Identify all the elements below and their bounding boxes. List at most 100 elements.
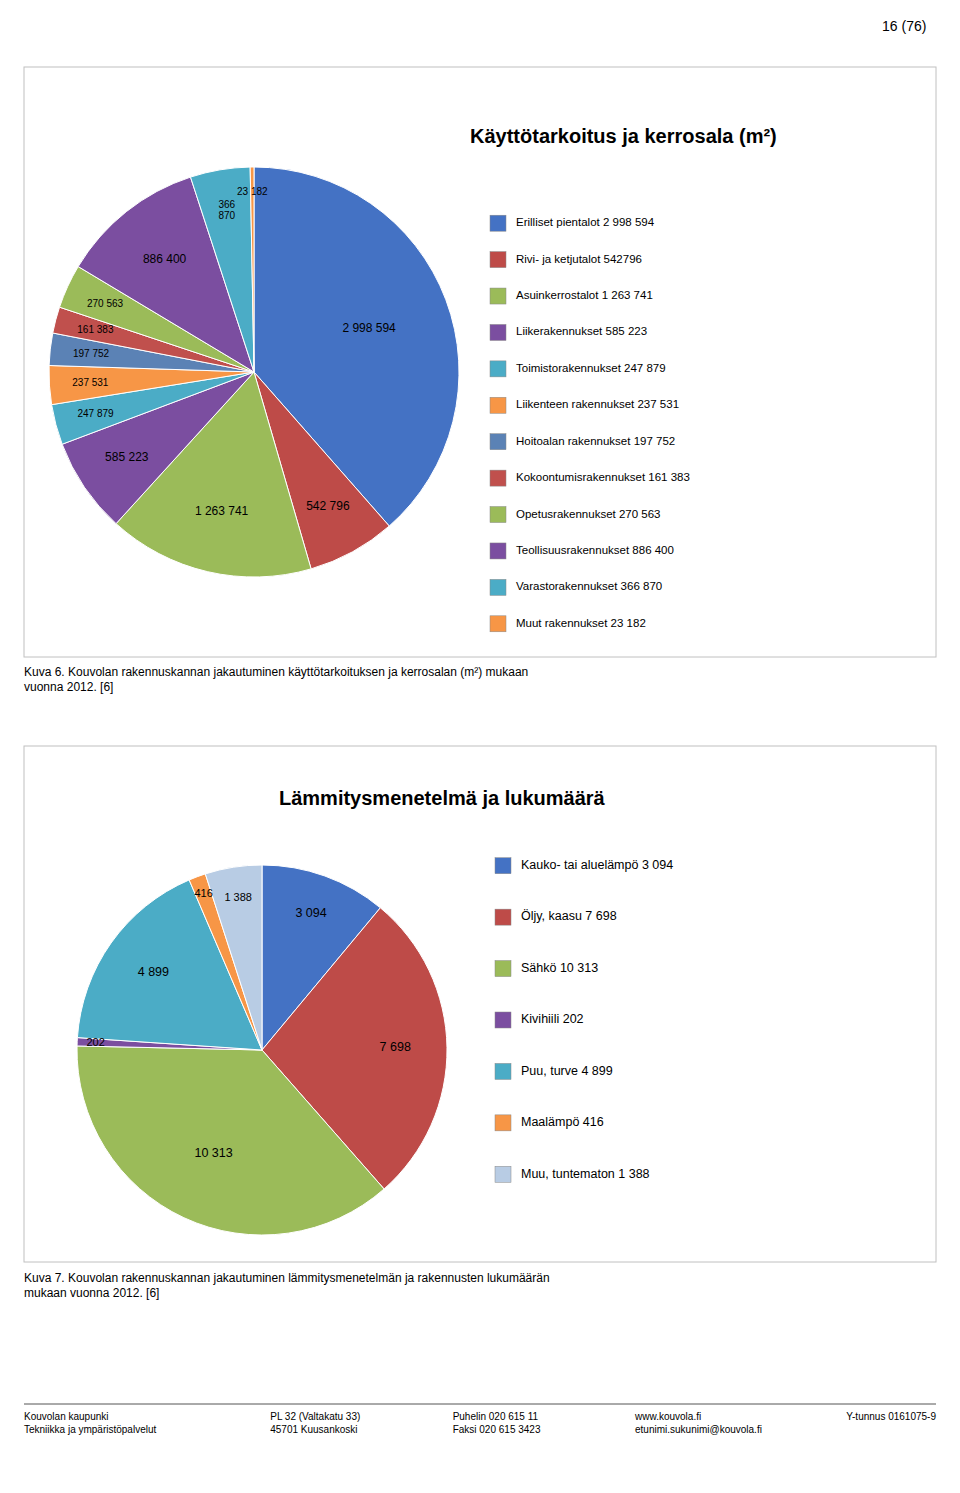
caption: Kuva 7. Kouvolan rakennuskannan jakautum… [24,1271,550,1300]
text-line: 2 998 594 [342,321,396,335]
slice-label: 542 796 [306,499,350,513]
legend-label: Liikerakennukset 585 223 [516,325,647,337]
text-line: 366 [218,198,235,209]
legend-label: Varastorakennukset 366 870 [516,580,662,592]
text-line: Kouvolan kaupunki [24,1411,109,1422]
text-line: 585 223 [105,451,149,465]
slice-label: 1 263 741 [195,504,249,518]
legend-swatch [495,909,511,925]
slice-label: 202 [86,1035,104,1047]
text-line: 197 752 [73,347,110,358]
slice-label: 161 383 [77,324,114,335]
legend-label: Liikenteen rakennukset 237 531 [516,398,679,410]
text-line: 202 [86,1035,104,1047]
panel-border [24,746,936,1262]
text-line: Kuva 7. Kouvolan rakennuskannan jakautum… [24,1271,550,1285]
slice-label: 270 563 [87,297,124,308]
chart-title: Käyttötarkoitus ja kerrosala (m²) [470,125,777,147]
slice-label: 366870 [218,198,235,220]
slice-label: 585 223 [105,451,149,465]
slice-label: 2 998 594 [342,321,396,335]
legend-swatch [490,288,506,304]
slice-label: 237 531 [72,376,109,387]
legend-swatch [495,1012,511,1028]
legend-swatch [490,324,506,340]
text-line: 1 388 [224,891,252,903]
pie-slice [77,1046,384,1235]
legend-label: Puu, turve 4 899 [521,1064,613,1078]
legend-label: Opetusrakennukset 270 563 [516,508,661,520]
legend-label: Kokoontumisrakennukset 161 383 [516,471,690,483]
footer-text: Puhelin 020 615 11 Faksi 020 615 3423 [453,1411,541,1435]
text-line: 1 263 741 [195,504,249,518]
legend-swatch [490,434,506,450]
text-line: vuonna 2012. [6] [24,680,113,694]
footer-text: Kouvolan kaupunki Tekniikka ja ympäristöp… [24,1411,157,1435]
legend-label: Maalämpö 416 [521,1115,604,1129]
legend-label: Teollisuusrakennukset 886 400 [516,544,674,556]
text-line: 247 879 [77,408,114,419]
text-line: 886 400 [143,252,187,266]
legend-swatch [490,397,506,413]
text-line: mukaan vuonna 2012. [6] [24,1286,159,1300]
chart: Käyttötarkoitus ja kerrosala (m²) 2 998 5… [24,67,936,694]
legend-swatch [490,616,506,632]
pie-slice [205,865,262,1050]
legend-label: Erilliset pientalot 2 998 594 [516,216,655,228]
text-line: 4 899 [138,965,169,979]
legend: Kauko- tai aluelämpö 3 094 Öljy, kaasu 7 … [495,858,673,1183]
text-line: 7 698 [380,1041,411,1055]
legend-label: Muut rakennukset 23 182 [516,617,646,629]
legend-swatch [490,507,506,523]
slice-label: 3 094 [295,907,326,921]
legend-swatch [490,361,506,377]
text-line: 542 796 [306,499,350,513]
panel-border [24,67,936,657]
slice-label: 416 [194,887,212,899]
slice-label: 10 313 [194,1146,232,1160]
legend-label: Hoitoalan rakennukset 197 752 [516,435,675,447]
chart: Lämmitysmenetelmä ja lukumäärä3 0947 698… [24,746,936,1300]
legend-swatch [495,1166,511,1182]
legend-label: Sähkö 10 313 [521,961,598,975]
slice-label: 4 899 [138,965,169,979]
text-line: 23 182 [237,185,268,196]
slice-label: 1 388 [224,891,252,903]
text-line: Tekniikka ja ympäristöpalvelut [24,1424,157,1435]
legend-label: Öljy, kaasu 7 698 [521,909,617,923]
text-line: Puhelin 020 615 11 [453,1411,539,1422]
legend-label: Asuinkerrostalot 1 263 741 [516,289,653,301]
footer-text: PL 32 (Valtakatu 33)45701 Kuusankoski [270,1411,360,1435]
text-line: 10 313 [194,1146,232,1160]
legend-label: Toimistorakennukset 247 879 [516,362,666,374]
legend-label: Kauko- tai aluelämpö 3 094 [521,858,673,872]
text-line: www.kouvola.fi [634,1411,701,1422]
legend-swatch [490,252,506,268]
footer-rule [24,1404,936,1405]
text-line: Kuva 6. Kouvolan rakennuskannan jakautum… [24,665,528,679]
legend-swatch [495,961,511,977]
legend-label: Rivi- ja ketjutalot 542796 [516,253,642,265]
slice-label: 247 879 [77,408,114,419]
slice-label: 23 182 [237,185,268,196]
caption: Kuva 6. Kouvolan rakennuskannan jakautum… [24,665,528,694]
text-line: 45701 Kuusankoski [270,1424,357,1435]
legend-swatch [490,579,506,595]
slice-label: 7 698 [380,1041,411,1055]
legend-label: Kivihiili 202 [521,1012,584,1026]
text-line: 416 [194,887,212,899]
legend-swatch [495,1063,511,1079]
pie-slice [191,167,254,372]
page-header: 16 (76) [882,18,926,34]
legend-swatch [490,543,506,559]
text-line: Faksi 020 615 3423 [453,1424,541,1435]
pie: 2 998 594 542 796 1 263 741 585 223 247 879 2… [49,167,459,577]
footer-text: Y-tunnus 0161075-9 [846,1411,936,1422]
pie-slice [250,167,254,372]
legend-swatch [490,215,506,231]
pie: 3 094 7 698 10 313 202 4 899 416 1 388 [77,865,447,1235]
legend-swatch [490,470,506,486]
footer-text: www.kouvola.fietunimi.sukunimi@kouvola.f… [634,1411,762,1435]
text-line: 237 531 [72,376,109,387]
slice-label: 886 400 [143,252,187,266]
